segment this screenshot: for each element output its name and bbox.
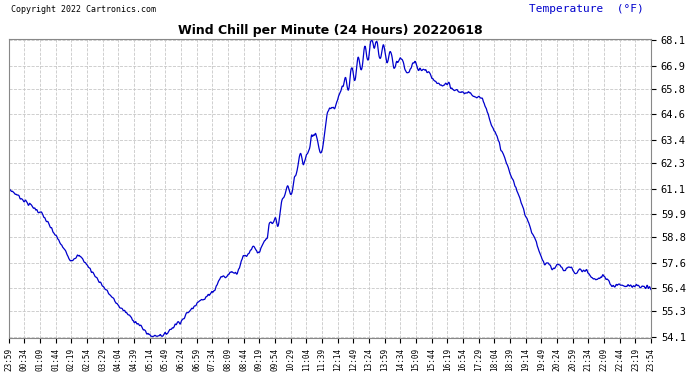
Title: Wind Chill per Minute (24 Hours) 20220618: Wind Chill per Minute (24 Hours) 2022061… xyxy=(177,24,482,37)
Text: Copyright 2022 Cartronics.com: Copyright 2022 Cartronics.com xyxy=(12,5,157,14)
Text: Temperature  (°F): Temperature (°F) xyxy=(529,4,644,14)
